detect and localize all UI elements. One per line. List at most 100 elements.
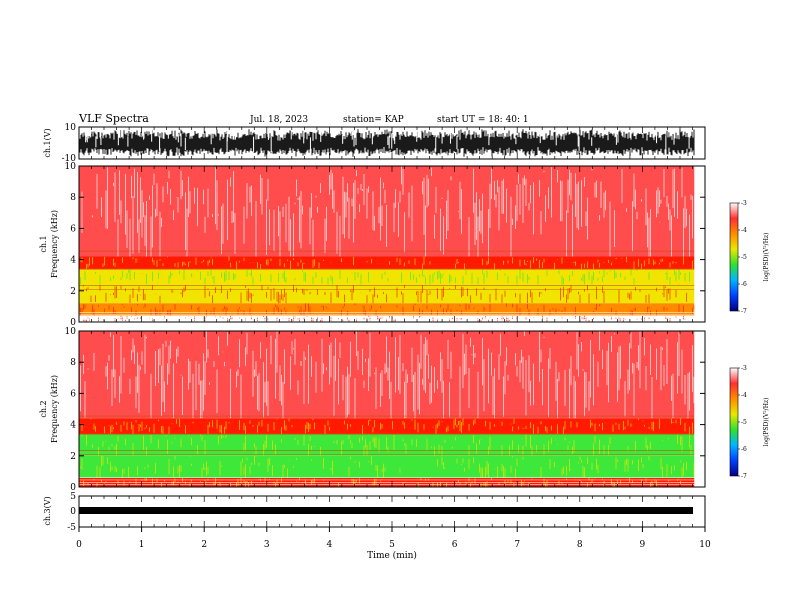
- spectrogram-band: [79, 256, 695, 269]
- time-tick-label: 3: [264, 540, 270, 550]
- ch1-waveform-gap: [180, 133, 182, 147]
- ch1-waveform-gap: [96, 130, 98, 139]
- ch1-waveform-gap: [435, 137, 437, 152]
- ch1-waveform-gap: [143, 129, 145, 140]
- ch1-ytick-top: 10: [65, 123, 77, 133]
- ch1-waveform-gap: [688, 133, 690, 149]
- ch1-waveform-gap: [591, 137, 593, 146]
- ch2-spectrogram-ylabel: ch.2: [39, 400, 48, 417]
- ch1-waveform-gap: [488, 129, 490, 146]
- time-axis-ticks: 0 1 2 3 4 5 6 7 8 9 10: [76, 527, 711, 550]
- freq-tick-label: 8: [70, 358, 76, 368]
- ch1-waveform-gap: [617, 134, 619, 143]
- ch2-spectrogram-image: [78, 331, 705, 487]
- spectrogram-band: [79, 455, 695, 478]
- ch2-freq-axis-label: Frequency (kHz): [50, 375, 59, 443]
- ch1-spectrogram-panel: 0 2 4 6 8 10 ch.1 Frequency (kHz) -3 -4 -5 -6 -7 l…: [39, 162, 770, 328]
- ch3-ytick-mid: 0: [70, 507, 76, 517]
- spectrogram-texture: [81, 434, 695, 456]
- time-tick-label: 2: [201, 540, 207, 550]
- time-tick-label: 6: [452, 540, 458, 550]
- ch1-waveform-gap: [669, 129, 671, 137]
- time-tick-label: 1: [139, 540, 145, 550]
- ch1-waveform-gap: [351, 132, 353, 140]
- colorbar-label: log(PSD)(V²/Hz): [763, 233, 770, 282]
- ch1-waveform-gap: [394, 135, 396, 144]
- ch1-waveform-gap: [100, 137, 102, 146]
- ch1-waveform-gap: [615, 134, 617, 145]
- freq-tick-label: 4: [70, 256, 76, 266]
- ch1-waveform-gap: [577, 135, 579, 147]
- date-label: Jul. 18, 2023: [249, 115, 308, 125]
- ch1-waveform-gap: [578, 136, 580, 151]
- time-tick-label: 10: [699, 540, 711, 550]
- time-tick-label: 9: [640, 540, 646, 550]
- ch3-waveform-trace: [79, 507, 693, 514]
- ch1-waveform-gap: [673, 129, 675, 145]
- spectrogram-empty-tail: [694, 166, 705, 322]
- ch1-waveform-gap: [665, 135, 667, 152]
- ch1-waveform-gap: [253, 136, 255, 153]
- time-tick-label: 7: [514, 540, 520, 550]
- spectrogram-empty-tail: [694, 331, 705, 487]
- ch1-waveform-gap: [371, 130, 373, 145]
- ch1-waveform-gap: [151, 128, 153, 142]
- spectrogram-band: [79, 418, 695, 434]
- ch1-waveform-gap: [267, 130, 269, 140]
- ch3-ytick-bottom: -5: [67, 523, 76, 533]
- minor-tick-path: [78, 127, 706, 527]
- ch1-waveform-gap: [100, 131, 102, 139]
- colorbar-tick-label: -7: [741, 473, 747, 480]
- time-tick-label: 4: [327, 540, 333, 550]
- ch2-spectrogram-panel: 0 2 4 6 8 10 ch.2 Frequency (kHz) -3 -4 -5 -6 -7 l…: [39, 327, 770, 493]
- ch1-waveform-gap: [226, 131, 228, 142]
- ch1-waveform-gap: [539, 130, 541, 144]
- ch1-waveform-gap: [234, 131, 236, 140]
- colorbar-tick-label: -5: [741, 254, 747, 261]
- ch1-waveform-gap: [505, 129, 507, 138]
- ch1-waveform-gap: [515, 137, 517, 145]
- colorbar-label: log(PSD)(V²/Hz): [763, 398, 770, 447]
- ch1-ytick-bottom: -10: [62, 154, 77, 164]
- colorbar-tick-label: -5: [741, 419, 747, 426]
- ch1-waveform-gap: [303, 128, 305, 144]
- figure-title: VLF Spectra: [78, 112, 149, 125]
- freq-tick-label: 2: [70, 452, 76, 462]
- ch1-waveform-gap: [270, 136, 272, 153]
- ch1-waveform-gap: [177, 134, 179, 143]
- spectrogram-texture: [81, 166, 693, 257]
- ch1-waveform-panel: 10 -10 ch.1(V): [43, 123, 706, 164]
- ch1-waveform-gap: [416, 131, 418, 142]
- colorbar-tick-label: -4: [741, 227, 747, 234]
- ch1-waveform-gap: [456, 135, 458, 150]
- time-axis-label: Time (min): [367, 550, 417, 561]
- spectrogram-band: [79, 303, 695, 316]
- freq-tick-label: 4: [70, 421, 76, 431]
- freq-tick-label: 6: [70, 224, 76, 234]
- colorbar-scale: [729, 202, 739, 312]
- ch3-ytick-top: 5: [70, 492, 76, 502]
- ch1-waveform-gap: [226, 135, 228, 151]
- ch1-waveform-gap: [167, 130, 169, 139]
- ch1-waveform-gap: [449, 129, 451, 144]
- ch1-waveform-gap: [117, 132, 119, 146]
- colorbar-scale: [729, 367, 739, 477]
- ch1-waveform-path: [79, 129, 695, 157]
- ch1-waveform-gap: [88, 129, 90, 139]
- ch1-waveform-gap: [388, 135, 390, 149]
- ch1-waveform-gap: [391, 133, 393, 149]
- ch1-waveform-gap: [309, 137, 311, 150]
- time-tick-label: 5: [389, 540, 395, 550]
- freq-tick-label: 10: [65, 327, 77, 337]
- ch1-waveform-gap: [121, 129, 123, 138]
- spectrogram-band: [79, 268, 695, 285]
- ch1-waveform-gap: [95, 136, 97, 148]
- time-tick-label: 8: [577, 540, 583, 550]
- station-label: station= KAP: [343, 115, 404, 125]
- freq-tick-label: 0: [70, 318, 76, 328]
- ch1-waveform-gap: [222, 129, 224, 138]
- spectrogram-texture: [80, 269, 690, 285]
- ch1-waveform-gap: [387, 136, 389, 146]
- colorbar-tick-label: -7: [741, 308, 747, 315]
- colorbar-tick-label: -6: [741, 446, 747, 453]
